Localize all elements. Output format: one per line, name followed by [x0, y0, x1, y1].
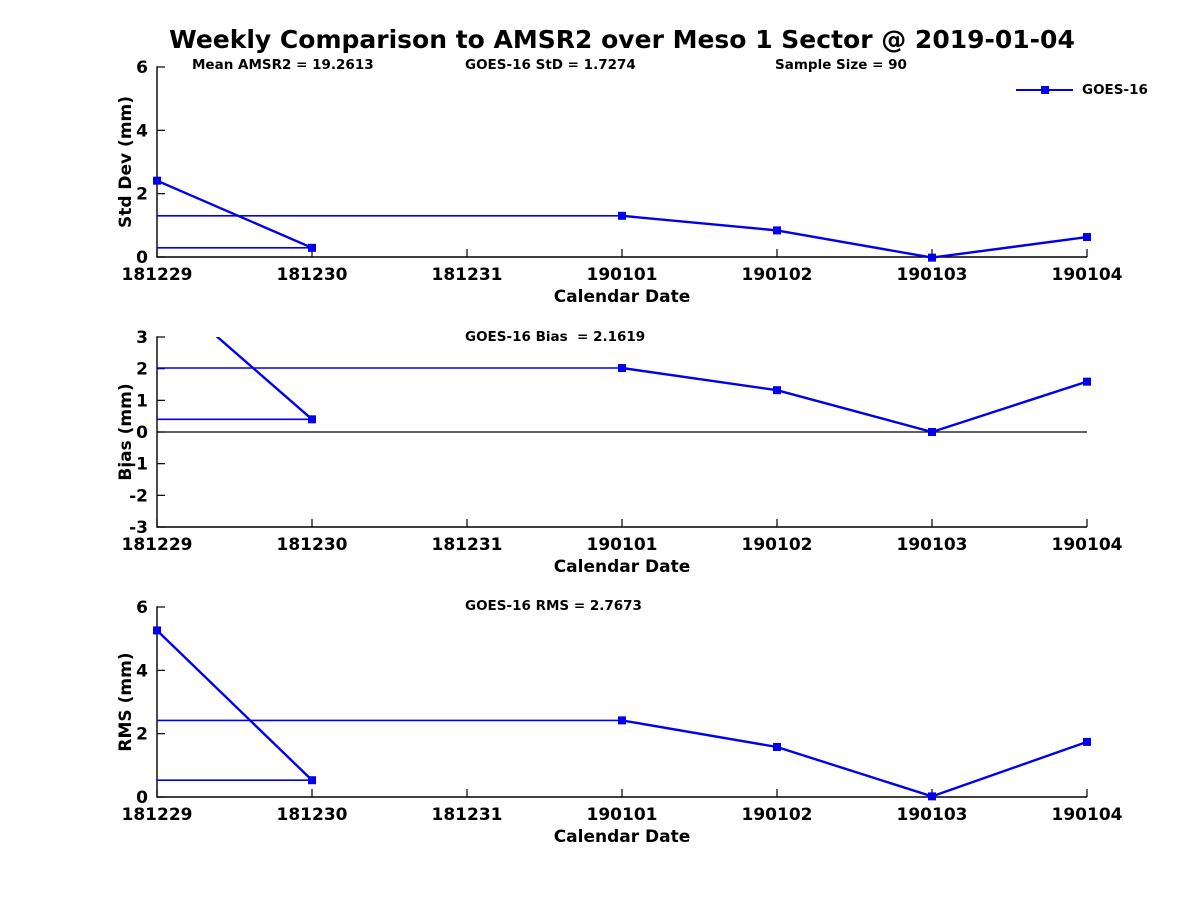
- y-tick-label: 2: [136, 185, 148, 205]
- y-tick-label: 6: [136, 58, 148, 78]
- data-marker: [618, 211, 626, 220]
- x-tick-label: 181229: [122, 535, 193, 555]
- data-marker: [773, 226, 781, 235]
- x-tick-label: 190101: [587, 265, 658, 285]
- y-tick-label: 2: [136, 360, 148, 380]
- figure-title: Weekly Comparison to AMSR2 over Meso 1 S…: [169, 25, 1075, 54]
- x-tick-label: 190102: [742, 535, 813, 555]
- x-tick-label: 181230: [277, 535, 348, 555]
- annotation-goes16-std: GOES-16 StD = 1.7274: [465, 57, 636, 73]
- y-tick-label: 0: [136, 248, 148, 268]
- series-line: [156, 179, 313, 249]
- x-tick-label: 190103: [897, 265, 968, 285]
- x-tick-label: 181229: [122, 265, 193, 285]
- data-lines: [156, 629, 1088, 798]
- data-marker: [308, 243, 316, 252]
- x-tick-label: 190102: [742, 265, 813, 285]
- data-marker: [618, 364, 626, 373]
- data-marker: [308, 776, 316, 785]
- x-tick-label: 190104: [1052, 805, 1123, 825]
- subplot-2: 181229 181230 181231 190101 190102 190103 1901…: [116, 328, 1123, 577]
- y-tick-label: 0: [136, 788, 148, 808]
- y-tick-label: 2: [136, 725, 148, 745]
- subtitle-rms: GOES-16 RMS = 2.7673: [465, 598, 642, 614]
- y-tick-label: 4: [136, 661, 148, 681]
- x-tick-label: 190102: [742, 805, 813, 825]
- y-tick-label: -1: [129, 455, 148, 475]
- subplot-1: 181229 181230 181231 190101 190102 190103 1901…: [116, 58, 1123, 307]
- data-marker: [618, 716, 626, 725]
- x-tick-label: 181231: [432, 805, 503, 825]
- data-marker: [1083, 377, 1091, 386]
- y-tick-label: -2: [129, 486, 148, 506]
- y-tick-label: 0: [136, 423, 148, 443]
- series-line: [621, 214, 1088, 259]
- data-marker: [928, 428, 936, 436]
- series-line: [621, 366, 1088, 434]
- series-line: [621, 719, 1088, 798]
- x-axis-label: Calendar Date: [554, 827, 691, 847]
- data-lines: [156, 179, 1088, 259]
- data-marker: [1083, 737, 1091, 746]
- y-axis-label: Std Dev (mm): [116, 96, 136, 228]
- y-axis-label: Bias (mm): [116, 383, 136, 480]
- x-axis-label: Calendar Date: [554, 287, 691, 307]
- y-tick-label: 3: [136, 328, 148, 348]
- x-tick-label: 190103: [897, 535, 968, 555]
- x-tick-label: 181231: [432, 535, 503, 555]
- x-tick-label: 181229: [122, 805, 193, 825]
- y-tick-label: 6: [136, 598, 148, 618]
- data-marker: [773, 742, 781, 751]
- x-tick-label: 181230: [277, 265, 348, 285]
- data-marker: [928, 253, 936, 262]
- x-tick-label: 190101: [587, 535, 658, 555]
- x-axis-label: Calendar Date: [554, 557, 691, 577]
- y-tick-label: 1: [136, 391, 148, 411]
- x-tick-label: 190104: [1052, 265, 1123, 285]
- series-line: [156, 629, 313, 782]
- annotation-mean-amsr2: Mean AMSR2 = 19.2613: [192, 57, 374, 73]
- data-lines: [157, 337, 1088, 434]
- legend-line-sample: [1016, 86, 1073, 94]
- x-tick-label: 181230: [277, 805, 348, 825]
- x-tick-label: 190104: [1052, 535, 1123, 555]
- y-tick-label: -3: [129, 518, 148, 538]
- data-marker: [928, 792, 936, 801]
- annotation-sample-size: Sample Size = 90: [775, 57, 907, 73]
- data-marker: [153, 176, 161, 185]
- y-tick-label: 4: [136, 121, 148, 141]
- legend-marker-sample: [1040, 86, 1049, 94]
- data-marker: [153, 626, 161, 635]
- series-line: [215, 337, 313, 421]
- data-marker: [773, 386, 781, 395]
- data-marker: [308, 415, 316, 424]
- legend: GOES-16: [1016, 82, 1148, 98]
- x-tick-label: 190101: [587, 805, 658, 825]
- subplot-3: 181229 181230 181231 190101 190102 190103 1901…: [116, 598, 1123, 847]
- y-axis-label: RMS (mm): [116, 652, 136, 751]
- x-tick-label: 190103: [897, 805, 968, 825]
- data-marker: [1083, 233, 1091, 242]
- subtitle-bias: GOES-16 Bias = 2.1619: [465, 329, 646, 345]
- legend-label: GOES-16: [1082, 82, 1148, 98]
- x-tick-label: 181231: [432, 265, 503, 285]
